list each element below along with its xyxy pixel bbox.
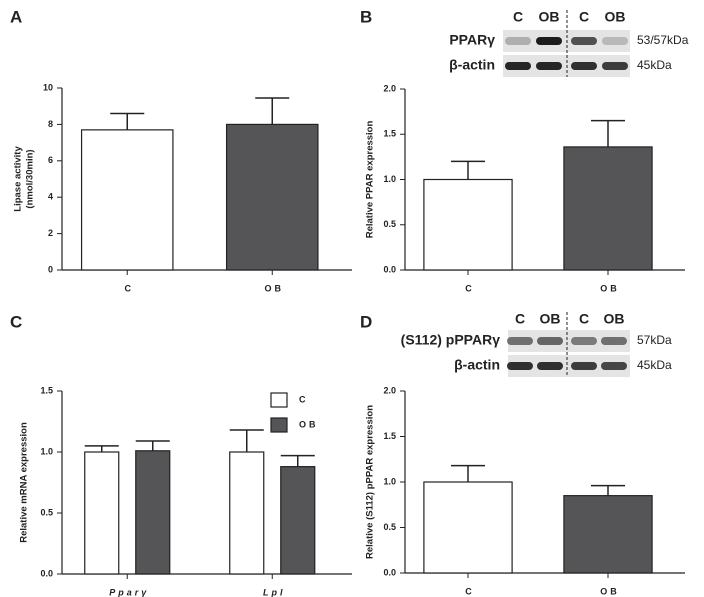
- lane-label: OB: [539, 9, 560, 25]
- blot-band: [571, 362, 597, 370]
- bar: [423, 481, 513, 574]
- y-tick-label: 6: [48, 155, 53, 165]
- y-tick-label: 2.0: [383, 385, 396, 395]
- lane-label: OB: [605, 9, 626, 25]
- blot-size-label: 45kDa: [637, 58, 672, 72]
- x-tick-label: Lpl: [263, 587, 286, 597]
- bar: [135, 450, 171, 575]
- x-tick-label: OB: [600, 283, 620, 293]
- y-axis-label: (nmol/30min): [25, 149, 36, 208]
- blot-row-label: PPARγ: [449, 32, 495, 48]
- x-tick-label: C: [465, 586, 475, 596]
- y-tick-label: 2: [48, 228, 53, 238]
- blot-band: [507, 362, 533, 370]
- x-tick-label: OB: [265, 283, 285, 293]
- bar: [280, 466, 316, 575]
- blot-band: [601, 362, 627, 370]
- blot-band: [571, 37, 597, 45]
- lane-label: OB: [604, 311, 625, 327]
- lane-label: OB: [540, 311, 561, 327]
- y-tick-label: 1.0: [383, 476, 396, 486]
- blot-band: [537, 362, 563, 370]
- blot-strip: [508, 330, 630, 352]
- blot-size-label: 57kDa: [637, 333, 672, 347]
- bar: [563, 146, 653, 271]
- legend-swatch: [270, 392, 288, 408]
- y-tick-label: 0.0: [383, 567, 396, 577]
- blot-band: [571, 337, 597, 345]
- bar: [229, 451, 265, 575]
- blot-band: [507, 337, 533, 345]
- lane-label: C: [515, 311, 525, 327]
- y-tick-label: 1.0: [40, 446, 53, 456]
- y-tick-label: 0.0: [383, 264, 396, 274]
- y-tick-label: 0: [48, 264, 53, 274]
- blot-band: [602, 37, 628, 45]
- y-axis-label: Lipase activity: [13, 146, 24, 212]
- y-axis-label: Relative (S112) pPPAR expression: [365, 405, 376, 559]
- bar: [423, 178, 513, 271]
- blot-size-label: 45kDa: [637, 358, 672, 372]
- lane-label: C: [579, 9, 589, 25]
- legend-label: C: [299, 394, 309, 404]
- bar: [563, 495, 653, 574]
- x-tick-label: C: [465, 283, 475, 293]
- legend-swatch: [270, 417, 288, 433]
- blot-band: [536, 62, 562, 70]
- blot-row-label: β-actin: [454, 357, 500, 373]
- blot-band: [601, 337, 627, 345]
- y-tick-label: 8: [48, 119, 53, 129]
- y-tick-label: 4: [48, 192, 53, 202]
- panel-letter: D: [360, 312, 372, 331]
- y-tick-label: 0.5: [40, 507, 53, 517]
- bar: [225, 123, 319, 271]
- panel-letter: C: [10, 312, 22, 331]
- y-tick-label: 0.5: [383, 219, 396, 229]
- blot-band: [536, 37, 562, 45]
- y-tick-label: 1.5: [40, 385, 53, 395]
- x-tick-label: C: [125, 283, 135, 293]
- blot-row-label: (S112) pPPARγ: [401, 332, 501, 348]
- y-tick-label: 1.5: [383, 431, 396, 441]
- legend-label: OB: [299, 419, 319, 429]
- blot-band: [571, 62, 597, 70]
- y-axis-label: Relative mRNA expression: [19, 422, 30, 543]
- y-tick-label: 1.0: [383, 174, 396, 184]
- panel-letter: B: [360, 7, 372, 26]
- x-tick-label: Pparγ: [109, 587, 149, 597]
- blot-band: [505, 62, 531, 70]
- bar: [84, 451, 120, 575]
- y-axis-label: Relative PPAR expression: [365, 121, 376, 239]
- y-tick-label: 10: [43, 82, 53, 92]
- y-tick-label: 1.5: [383, 129, 396, 139]
- blot-size-label: 53/57kDa: [637, 33, 689, 47]
- blot-strip: [508, 355, 630, 377]
- panel-letter: A: [10, 7, 22, 26]
- y-tick-label: 0.0: [40, 568, 53, 578]
- blot-row-label: β-actin: [449, 57, 495, 73]
- lane-label: C: [579, 311, 589, 327]
- x-tick-label: OB: [600, 586, 620, 596]
- blot-band: [602, 62, 628, 70]
- bar: [80, 129, 174, 271]
- blot-band: [505, 37, 531, 45]
- lane-label: C: [513, 9, 523, 25]
- y-tick-label: 0.5: [383, 522, 396, 532]
- blot-band: [537, 337, 563, 345]
- y-tick-label: 2.0: [383, 83, 396, 93]
